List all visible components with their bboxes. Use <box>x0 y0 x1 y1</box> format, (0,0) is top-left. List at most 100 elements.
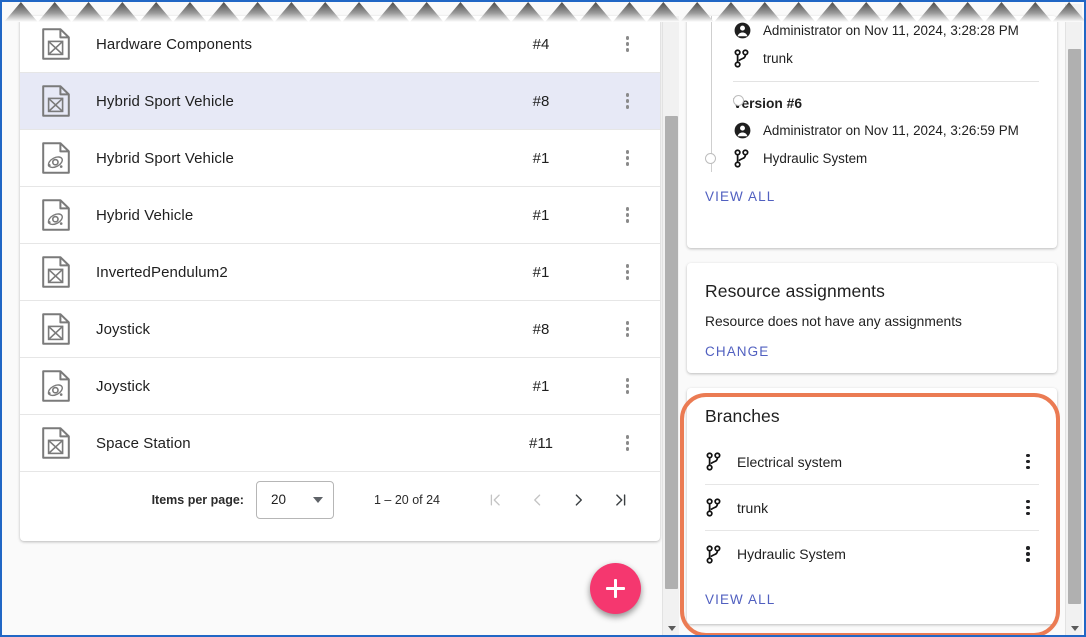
branch-more-options-button[interactable] <box>1017 451 1039 472</box>
resource-name: Hybrid Sport Vehicle <box>96 149 234 167</box>
model-file-icon <box>42 313 70 345</box>
branch-icon <box>706 498 721 517</box>
branch-icon <box>733 48 763 68</box>
next-page-button[interactable] <box>558 480 600 520</box>
model-file-icon <box>34 22 78 66</box>
table-row[interactable]: InvertedPendulum2 #1 <box>20 244 660 301</box>
resource-version: #8 <box>532 92 550 110</box>
list-scrollbar[interactable] <box>662 16 680 635</box>
row-more-options-button[interactable] <box>596 319 660 340</box>
first-page-button[interactable] <box>474 480 516 520</box>
branches-title: Branches <box>705 406 780 426</box>
timeline-dot <box>705 153 716 164</box>
last-page-icon <box>616 493 626 506</box>
page-range-label: 1 – 20 of 24 <box>373 492 440 507</box>
resource-version: #4 <box>532 35 550 53</box>
model-file-icon <box>34 421 78 465</box>
branch-row[interactable]: Electrical system <box>705 439 1039 485</box>
more-options-icon <box>626 91 630 112</box>
table-row[interactable]: Joystick #8 <box>20 301 660 358</box>
list-scroll-down-button[interactable] <box>663 620 680 635</box>
branch-more-options-button[interactable] <box>1017 543 1039 564</box>
version-branch-row: trunk <box>733 44 1039 72</box>
branch-more-options-button[interactable] <box>1017 497 1039 518</box>
previous-page-button[interactable] <box>516 480 558 520</box>
branch-icon-wrap <box>705 498 737 517</box>
version-history-card: Administrator on Nov 11, 2024, 3:28:28 P… <box>687 16 1057 248</box>
more-options-icon <box>1026 451 1030 472</box>
resource-version: #1 <box>532 263 550 281</box>
row-more-options-button[interactable] <box>596 91 660 112</box>
branch-name: trunk <box>737 499 769 516</box>
branches-card: Branches Electrical system trunk Hydraulic… <box>687 388 1057 624</box>
version-branch-text: Hydraulic System <box>763 150 868 166</box>
row-more-options-button[interactable] <box>596 376 660 397</box>
timeline-dot <box>733 95 744 106</box>
resource-name: Hybrid Vehicle <box>96 206 194 224</box>
resource-name: Hardware Components <box>96 35 253 53</box>
row-more-options-button[interactable] <box>596 433 660 454</box>
resource-name: Joystick <box>96 320 151 338</box>
branch-icon <box>706 452 721 471</box>
version-branch-row: Hydraulic System <box>705 144 1039 172</box>
resource-version: #11 <box>529 434 553 452</box>
more-options-icon <box>626 148 630 169</box>
table-row[interactable]: Hybrid Sport Vehicle #8 <box>20 73 660 130</box>
row-more-options-button[interactable] <box>596 34 660 55</box>
resource-list-column: Hardware Components #4 Hybrid Sport Vehicl… <box>20 16 660 623</box>
model-file-icon <box>42 256 70 288</box>
page-size-value: 20 <box>270 492 286 507</box>
table-row[interactable]: Hardware Components #4 <box>20 16 660 73</box>
person-icon <box>733 121 763 140</box>
branch-icon-wrap <box>705 452 737 471</box>
resource-name: Hybrid Sport Vehicle <box>96 92 234 110</box>
resource-assignments-card: Resource assignments Resource does not h… <box>687 263 1057 373</box>
next-page-icon <box>575 493 582 506</box>
version-author-text: Administrator on Nov 11, 2024, 3:26:59 P… <box>763 122 1019 138</box>
version-author-row: Administrator on Nov 11, 2024, 3:26:59 P… <box>733 116 1039 144</box>
branches-view-all-link[interactable]: VIEW ALL <box>705 592 776 607</box>
more-options-icon <box>626 433 630 454</box>
library-file-icon <box>34 364 78 408</box>
resource-table: Hardware Components #4 Hybrid Sport Vehicl… <box>20 16 660 472</box>
table-row[interactable]: Hybrid Vehicle #1 <box>20 187 660 244</box>
version-title: Version #6 <box>733 95 803 111</box>
version-branch-text: trunk <box>763 50 793 66</box>
resource-assignments-title: Resource assignments <box>705 281 885 301</box>
branch-row[interactable]: trunk <box>705 485 1039 531</box>
chevron-down-icon <box>1070 626 1079 631</box>
details-column: Administrator on Nov 11, 2024, 3:28:28 P… <box>687 16 1057 635</box>
resource-name: InvertedPendulum2 <box>96 263 228 281</box>
row-more-options-button[interactable] <box>596 148 660 169</box>
first-page-icon <box>490 493 500 506</box>
resource-version: #8 <box>532 320 550 338</box>
table-row[interactable]: Space Station #11 <box>20 415 660 472</box>
chevron-down-icon <box>312 496 323 503</box>
model-file-icon <box>34 79 78 123</box>
branch-name: Hydraulic System <box>737 546 846 562</box>
page-scroll-down-button[interactable] <box>1066 620 1083 635</box>
add-resource-fab[interactable] <box>590 563 641 614</box>
paginator: Items per page: 20 1 – 20 of 24 <box>20 472 660 527</box>
version-entry: Administrator on Nov 11, 2024, 3:28:28 P… <box>733 16 1039 72</box>
page-scrollbar-thumb[interactable] <box>1068 49 1081 604</box>
branch-row[interactable]: Hydraulic System <box>705 531 1039 577</box>
last-page-button[interactable] <box>600 480 642 520</box>
chevron-down-icon <box>667 626 676 631</box>
row-more-options-button[interactable] <box>596 205 660 226</box>
row-more-options-button[interactable] <box>596 262 660 283</box>
more-options-icon <box>626 376 630 397</box>
version-history-view-all-link[interactable]: VIEW ALL <box>705 189 776 204</box>
previous-page-icon <box>534 493 541 506</box>
page-size-select[interactable]: 20 <box>255 480 334 519</box>
timeline-line <box>710 16 712 172</box>
resource-version: #1 <box>532 149 550 167</box>
page-scrollbar[interactable] <box>1065 4 1083 635</box>
resource-version: #1 <box>532 206 550 224</box>
table-row[interactable]: Joystick #1 <box>20 358 660 415</box>
list-scrollbar-thumb[interactable] <box>665 116 678 589</box>
table-row[interactable]: Hybrid Sport Vehicle #1 <box>20 130 660 187</box>
resource-assignments-change-link[interactable]: CHANGE <box>705 344 770 359</box>
resource-name: Joystick <box>96 377 151 395</box>
